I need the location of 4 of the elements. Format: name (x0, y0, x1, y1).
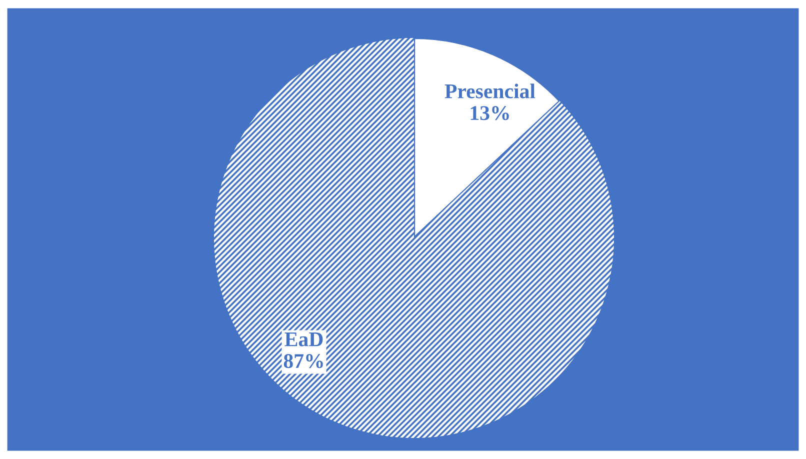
slice-label: EaD (284, 332, 323, 346)
data-label: 13% (470, 106, 509, 120)
slice-label: Presencial (444, 84, 536, 98)
data-label: 87% (284, 354, 323, 368)
